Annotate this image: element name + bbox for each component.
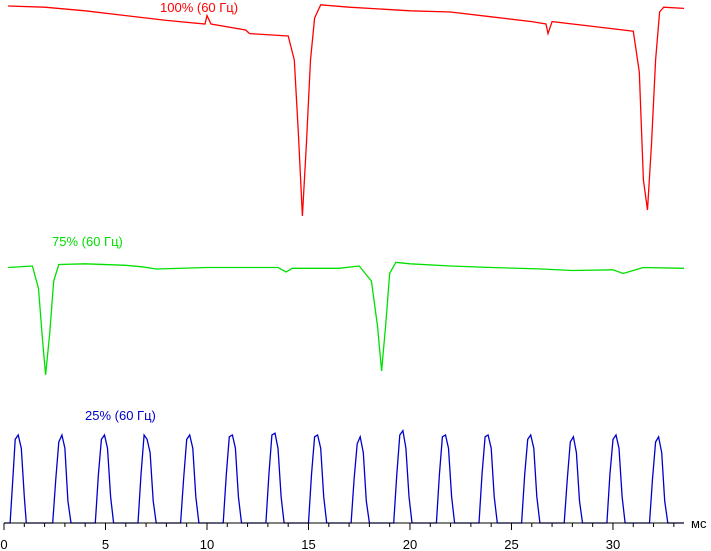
x-tick-label: 5 (102, 537, 109, 551)
series-label-2: 75% (60 Гц) (52, 234, 123, 249)
x-tick-label: 25 (504, 537, 518, 551)
x-tick-label: 0 (0, 537, 7, 551)
x-axis-unit-label: мс (691, 516, 707, 531)
series-labels: 100% (60 Гц) 75% (60 Гц) 25% (60 Гц) (52, 0, 238, 423)
traces (4, 4, 685, 524)
series-line-3 (4, 428, 684, 524)
x-tick-label: 20 (403, 537, 417, 551)
series-line-1 (8, 4, 685, 217)
series-label-3: 25% (60 Гц) (85, 408, 156, 423)
x-tick-label: 10 (200, 537, 214, 551)
x-tick-label: 15 (301, 537, 315, 551)
series-line-2 (8, 261, 685, 375)
x-tick-label: 30 (606, 537, 620, 551)
series-label-1: 100% (60 Гц) (160, 0, 238, 15)
x-axis: 0 5 10 15 20 25 30 мс (0, 516, 707, 551)
